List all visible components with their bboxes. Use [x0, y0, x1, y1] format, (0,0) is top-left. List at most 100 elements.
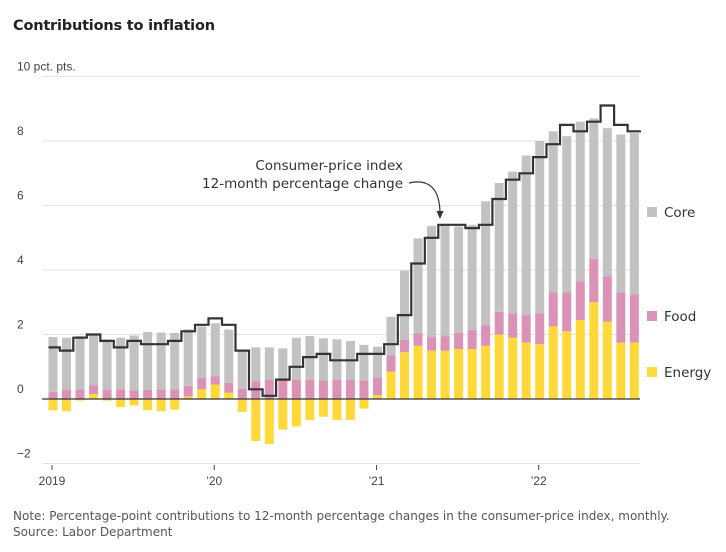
y-tick-label: 0 [17, 382, 24, 396]
legend-swatch-energy [647, 367, 657, 377]
bar-food [224, 382, 234, 393]
chart-title: Contributions to inflation [13, 18, 215, 34]
bar-energy [183, 396, 193, 399]
bar-food [400, 339, 410, 353]
bar-energy [521, 342, 531, 399]
bar-energy [89, 394, 99, 399]
bar-energy [616, 342, 626, 399]
bar-food [508, 313, 518, 338]
bar-core [291, 337, 301, 380]
bar-food [264, 379, 274, 399]
bar-energy [575, 319, 585, 399]
bar-energy [467, 349, 477, 399]
bar-core [629, 132, 639, 295]
bar-food [291, 379, 301, 399]
bar-core [481, 201, 491, 326]
bar-energy [264, 399, 274, 445]
bar-food [359, 380, 369, 399]
bar-energy [589, 302, 599, 399]
bar-food [62, 389, 72, 399]
bar-energy [602, 321, 612, 399]
bar-core [427, 225, 437, 338]
bar-core [197, 326, 207, 379]
bar-core [467, 224, 477, 330]
x-axis: 2019 ’20 ’21 ’22 [39, 465, 547, 488]
bar-food [454, 332, 464, 350]
cpi-annotation: Consumer-price index 12-month percentage… [202, 158, 444, 219]
bar-core [318, 338, 328, 381]
bar-food [197, 378, 207, 390]
bar-energy [427, 350, 437, 399]
bar-core [589, 118, 599, 259]
y-tick-label: 10 pct. pts. [17, 60, 76, 74]
bar-energy [386, 371, 396, 399]
legend-label-core: Core [664, 205, 695, 221]
bar-core [372, 346, 382, 378]
bar-food [278, 379, 288, 399]
legend-label-food: Food [664, 309, 696, 325]
bar-core [143, 331, 153, 390]
bar-food [440, 336, 450, 351]
bar-core [237, 349, 247, 389]
bar-core [264, 347, 274, 380]
bar-food [386, 355, 396, 372]
bar-core [62, 337, 72, 390]
y-tick-label: 6 [17, 189, 24, 203]
bar-food [602, 276, 612, 322]
bar-food [372, 377, 382, 396]
bar-food [237, 388, 247, 399]
bar-core [116, 337, 126, 390]
bars [48, 118, 639, 445]
bar-food [156, 389, 166, 399]
x-tick-label: ’22 [531, 474, 547, 488]
bar-food [75, 389, 85, 399]
cpi-step-line [48, 104, 641, 397]
bar-energy [400, 352, 410, 399]
bar-core [400, 270, 410, 340]
x-tick-label: ’21 [368, 474, 384, 488]
bar-food [102, 389, 112, 399]
bar-energy [278, 399, 288, 430]
bar-core [183, 329, 193, 386]
bar-food [589, 258, 599, 303]
bar-core [548, 131, 558, 293]
bar-core [89, 334, 99, 386]
bar-energy [508, 337, 518, 399]
bar-food [548, 292, 558, 327]
annotation-line-2: 12-month percentage change [202, 176, 403, 192]
bar-food [129, 390, 139, 399]
bar-core [156, 332, 166, 390]
bar-energy [332, 399, 342, 420]
bar-core [413, 238, 423, 334]
bar-energy [48, 399, 58, 411]
bar-energy [562, 331, 572, 399]
annotation-arrowhead [436, 211, 444, 219]
bar-core [562, 136, 572, 293]
bar-core [251, 347, 261, 382]
bar-energy [75, 399, 85, 401]
bar-food [48, 391, 58, 399]
bar-food [116, 389, 126, 399]
bar-core [170, 332, 180, 390]
bar-energy [454, 349, 464, 399]
bar-food [481, 325, 491, 346]
legend-swatch-food [647, 311, 657, 321]
bar-energy [413, 345, 423, 399]
legend-label-energy: Energy [664, 365, 711, 381]
bar-core [224, 329, 234, 383]
bar-food [305, 379, 315, 399]
bar-core [359, 344, 369, 381]
bar-energy [224, 392, 234, 399]
bar-energy [237, 399, 247, 412]
bar-food [183, 385, 193, 397]
annotation-line-1: Consumer-price index [255, 158, 403, 174]
bar-energy [318, 399, 328, 417]
bar-energy [129, 399, 139, 406]
bar-energy [156, 399, 166, 412]
x-tick-label: 2019 [39, 474, 66, 488]
bar-core [454, 226, 464, 333]
bar-energy [359, 399, 369, 409]
bar-core [494, 182, 504, 312]
y-tick-label: 2 [17, 318, 24, 332]
